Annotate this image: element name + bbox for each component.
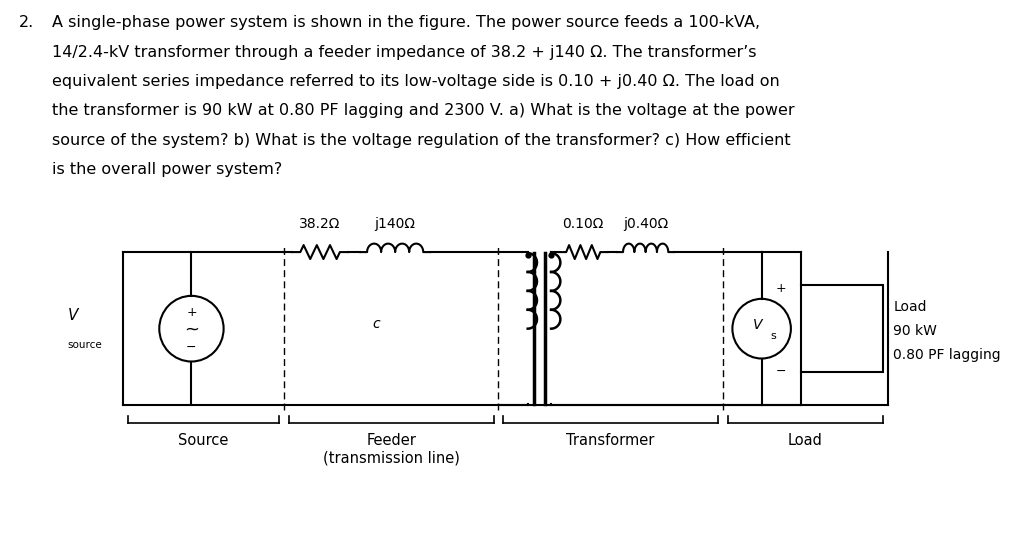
Text: Load: Load — [893, 300, 927, 314]
Text: source of the system? b) What is the voltage regulation of the transformer? c) H: source of the system? b) What is the vol… — [52, 133, 791, 148]
Text: is the overall power system?: is the overall power system? — [52, 162, 283, 177]
Text: ~: ~ — [184, 321, 199, 339]
Text: 14/2.4-kV transformer through a feeder impedance of 38.2 + j140 Ω. The transform: 14/2.4-kV transformer through a feeder i… — [52, 45, 757, 60]
Text: equivalent series impedance referred to its low-voltage side is 0.10 + j0.40 Ω. : equivalent series impedance referred to … — [52, 74, 780, 89]
Text: source: source — [68, 340, 102, 350]
Text: +: + — [776, 282, 786, 295]
Text: 38.2Ω: 38.2Ω — [299, 217, 341, 231]
Text: A single-phase power system is shown in the figure. The power source feeds a 100: A single-phase power system is shown in … — [52, 15, 760, 30]
Text: Feeder
(transmission line): Feeder (transmission line) — [323, 433, 460, 466]
Text: s: s — [770, 331, 776, 341]
Text: +: + — [186, 307, 197, 319]
Text: −: − — [776, 365, 786, 378]
Text: c: c — [373, 317, 381, 331]
Text: 90 kW: 90 kW — [893, 324, 937, 337]
Text: Source: Source — [178, 433, 228, 448]
Text: Load: Load — [788, 433, 823, 448]
Text: Transformer: Transformer — [566, 433, 654, 448]
Text: j140Ω: j140Ω — [375, 217, 416, 231]
Text: V: V — [753, 318, 763, 332]
Bar — [801, 285, 884, 372]
Text: the transformer is 90 kW at 0.80 PF lagging and 2300 V. a) What is the voltage a: the transformer is 90 kW at 0.80 PF lagg… — [52, 104, 795, 119]
Text: 0.10Ω: 0.10Ω — [562, 217, 604, 231]
Text: V: V — [68, 308, 78, 323]
Text: 0.80 PF lagging: 0.80 PF lagging — [893, 348, 1000, 362]
Text: 2.: 2. — [18, 15, 34, 30]
Text: j0.40Ω: j0.40Ω — [623, 217, 669, 231]
Text: −: − — [186, 341, 197, 354]
